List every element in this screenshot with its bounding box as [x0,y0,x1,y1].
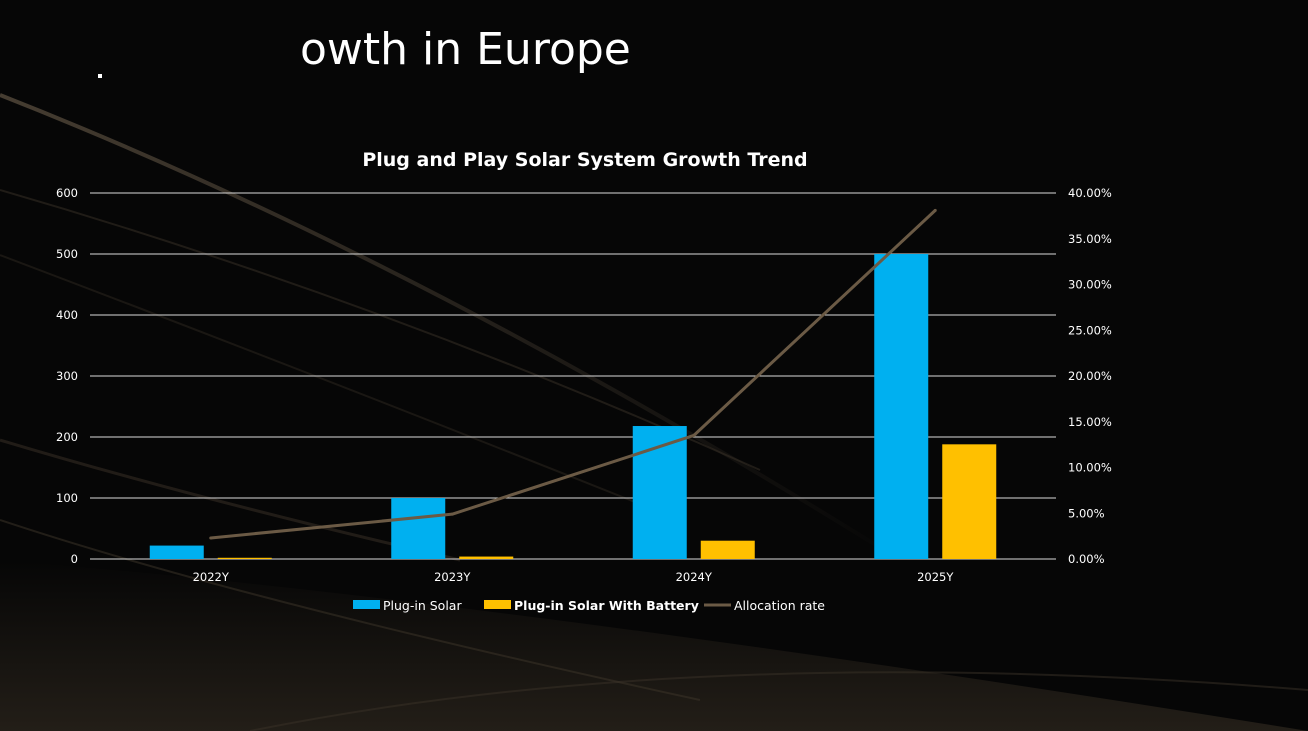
allocation-rate-line [209,208,937,540]
y2-tick-label: 15.00% [1068,415,1112,429]
slide-title: owth in Europe [300,24,631,75]
y2-tick-label: 35.00% [1068,232,1112,246]
legend-swatch [484,600,511,609]
bar-plug-in-solar-with-battery [459,556,514,559]
y-tick-label: 600 [56,186,78,200]
x-axis-ticks: 2022Y 2023Y 2024Y 2025Y [193,570,955,584]
legend-swatch [353,600,380,609]
bar-plug-in-solar-with-battery [217,557,272,559]
y2-tick-label: 20.00% [1068,369,1112,383]
bar-plug-in-solar-with-battery [942,444,997,559]
allocation-rate-series-line [210,209,937,540]
y2-tick-label: 30.00% [1068,278,1112,292]
y-tick-label: 300 [56,369,78,383]
bar-plug-in-solar [149,545,204,559]
y-tick-label: 500 [56,247,78,261]
x-tick-label: 2022Y [193,570,230,584]
allocation-rate-point [933,208,937,212]
y-tick-label: 200 [56,430,78,444]
bar-plug-in-solar [874,254,929,559]
bar-plug-in-solar [391,498,446,559]
legend-label: Allocation rate [734,598,825,613]
chart-bars [149,254,997,559]
allocation-rate-point [209,536,213,540]
title-dot [98,74,102,78]
y2-tick-label: 5.00% [1068,506,1105,520]
allocation-rate-point [450,512,454,516]
y-tick-label: 400 [56,308,78,322]
chart-title: Plug and Play Solar System Growth Trend [362,149,807,171]
y2-tick-label: 10.00% [1068,461,1112,475]
y-tick-label: 100 [56,491,78,505]
legend-label: Plug-in Solar With Battery [514,598,699,613]
x-tick-label: 2024Y [676,570,713,584]
bar-plug-in-solar [632,426,687,559]
x-tick-label: 2025Y [917,570,954,584]
y2-tick-label: 0.00% [1068,552,1105,566]
y-tick-label: 0 [71,552,78,566]
y2-tick-label: 25.00% [1068,323,1112,337]
allocation-rate-point [692,433,696,437]
y2-tick-label: 40.00% [1068,186,1112,200]
chart-legend: Plug-in Solar Plug-in Solar With Battery A… [353,598,825,613]
x-tick-label: 2023Y [434,570,471,584]
left-axis-ticks: 0 100 200 300 400 500 600 [56,186,78,566]
legend-label: Plug-in Solar [383,598,462,613]
bar-plug-in-solar-with-battery [700,540,755,559]
right-axis-ticks: 0.00% 5.00% 10.00% 15.00% 20.00% 25.00% 30.00%… [1068,186,1112,566]
